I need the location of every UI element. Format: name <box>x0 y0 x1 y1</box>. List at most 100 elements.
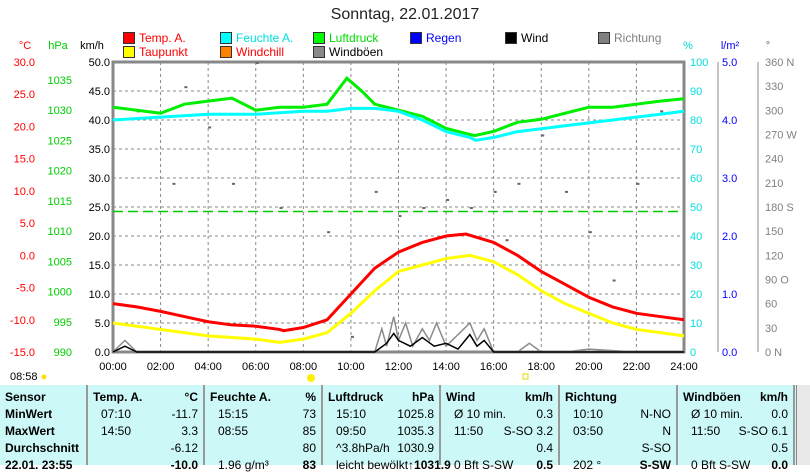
temp-tick: -10.0 <box>10 315 35 327</box>
legend-label: Wind <box>521 31 549 45</box>
table-row: 15:15 73 <box>210 406 316 423</box>
chart-title: Sonntag, 22.01.2017 <box>330 6 480 23</box>
table-row: MaxWert <box>5 423 81 440</box>
table-row: 0 Bft S-SW 0.5 <box>446 457 553 474</box>
direction-point <box>660 110 664 113</box>
legend-item-windböen: Windböen <box>313 45 383 59</box>
column-unit: °C <box>184 390 198 404</box>
stats-table: Sensor MinWert MaxWert Durchschnitt 22.01. 2… <box>0 385 796 472</box>
wind-tick: 50.0 <box>89 57 110 69</box>
cell-label: 15:10 <box>336 407 367 421</box>
axis-unit: l/m² <box>721 40 740 52</box>
series-taupunkt <box>112 253 685 344</box>
cell-label: 14:50 <box>101 424 132 438</box>
legend-swatch <box>220 46 232 58</box>
humidity-tick: 40 <box>690 231 702 243</box>
wind-tick: 15.0 <box>89 260 110 272</box>
column-header: Wind <box>446 390 476 404</box>
table-column-2: Feuchte A.% 15:15 73 08:55 85 80 1.96 g/m³ 83 <box>205 385 323 472</box>
moon-icon <box>522 373 529 380</box>
wind-tick: 10.0 <box>89 289 110 301</box>
direction-point <box>279 207 283 209</box>
rain-tick: 1.0 <box>722 289 737 301</box>
cell-value: 3.3 <box>181 424 198 438</box>
column-header: Sensor <box>5 390 46 404</box>
direction-tick: 300 <box>765 105 783 117</box>
humidity-tick: 50 <box>690 202 702 214</box>
wind-tick: 25.0 <box>89 202 110 214</box>
sun-icon <box>307 374 315 382</box>
axis-unit: % <box>683 40 693 52</box>
table-row: 22.01. 23:55 <box>5 457 81 474</box>
x-tick-label: 14:00 <box>432 361 460 373</box>
cell-value: S-SW <box>639 458 671 472</box>
axis-unit: km/h <box>80 40 104 52</box>
wind-tick: 35.0 <box>89 144 110 156</box>
table-column-5: Richtung 10:10 N-NO 03:50 N S-SO 202 ° S-SW <box>560 385 678 472</box>
pressure-tick: 995 <box>54 317 72 329</box>
direction-tick: 150 <box>765 226 783 238</box>
table-row: 11:50 S-SO 3.2 <box>446 423 553 440</box>
x-tick-label: 08:00 <box>290 361 318 373</box>
sunrise-time: 08:58 ● <box>10 371 47 383</box>
column-unit: km/h <box>759 390 788 404</box>
cell-value: 0.0 <box>771 407 788 421</box>
temp-tick: -5.0 <box>16 283 35 295</box>
table-row: -10.0 <box>93 457 198 474</box>
legend-swatch <box>123 32 135 44</box>
cell-label: MinWert <box>5 407 53 421</box>
direction-tick: 360 N <box>765 57 794 69</box>
cell-value: S-SO <box>641 441 671 455</box>
cell-label: 08:55 <box>218 424 249 438</box>
temp-tick: 15.0 <box>14 154 35 166</box>
table-row: 14:50 3.3 <box>93 423 198 440</box>
direction-tick: 210 <box>765 178 783 190</box>
temp-tick: 30.0 <box>14 57 35 69</box>
pressure-tick: 1035 <box>48 75 72 87</box>
axis-unit: ° <box>766 40 770 52</box>
direction-point <box>493 190 497 193</box>
cell-label: ^3.8hPa/h <box>336 441 390 455</box>
direction-point <box>636 182 640 185</box>
cell-label: 0 Bft S-SW <box>691 458 751 472</box>
direction-point <box>350 335 354 338</box>
direction-point <box>505 239 509 242</box>
wind-tick: 45.0 <box>89 86 110 98</box>
direction-point <box>541 134 545 137</box>
direction-tick: 120 <box>765 250 783 262</box>
cell-value: 0.5 <box>536 458 553 472</box>
cell-label: 15:15 <box>218 407 249 421</box>
x-tick-label: 24:00 <box>670 361 698 373</box>
cell-label: 22.01. 23:55 <box>5 458 73 472</box>
cell-label: Durchschnitt <box>5 441 80 455</box>
series-wind <box>112 332 684 353</box>
cell-label: MaxWert <box>5 424 55 438</box>
sun-icon: ● <box>40 371 48 383</box>
table-row: 0.5 <box>683 440 788 457</box>
humidity-tick: 100 <box>690 57 708 69</box>
cell-value: 0.5 <box>771 441 788 455</box>
direction-tick: 180 S <box>765 202 794 214</box>
temp-tick: -15.0 <box>10 347 35 359</box>
x-tick-label: 02:00 <box>147 361 175 373</box>
direction-tick: 330 <box>765 81 783 93</box>
legend-label: Regen <box>426 31 462 45</box>
wind-tick: 20.0 <box>89 231 110 243</box>
temp-tick: 5.0 <box>20 218 35 230</box>
x-tick-label: 06:00 <box>242 361 270 373</box>
cell-label: 10:10 <box>573 407 604 421</box>
table-column-0: Sensor MinWert MaxWert Durchschnitt 22.01. 2… <box>0 385 88 472</box>
table-column-1: Temp. A. °C 07:10 -11.7 14:50 3.3 -6.12 -10.0 <box>88 385 205 472</box>
table-column-4: Wind km/h Ø 10 min. 0.3 11:50 S-SO 3.2 0.4 0 Bf… <box>441 385 560 472</box>
scrollbar[interactable] <box>796 385 810 465</box>
legend-label: Feuchte A. <box>236 31 294 45</box>
legend-item-temp-a-: Temp. A. <box>123 31 186 45</box>
temp-tick: 20.0 <box>14 121 35 133</box>
x-tick-label: 16:00 <box>480 361 508 373</box>
legend-swatch <box>220 32 232 44</box>
table-row: 0 Bft S-SW 0.0 <box>683 457 788 474</box>
table-row: ^3.8hPa/h 1030.9 <box>328 440 434 457</box>
direction-point <box>469 207 473 209</box>
humidity-tick: 70 <box>690 144 702 156</box>
legend-item-wind: Wind <box>505 31 548 45</box>
